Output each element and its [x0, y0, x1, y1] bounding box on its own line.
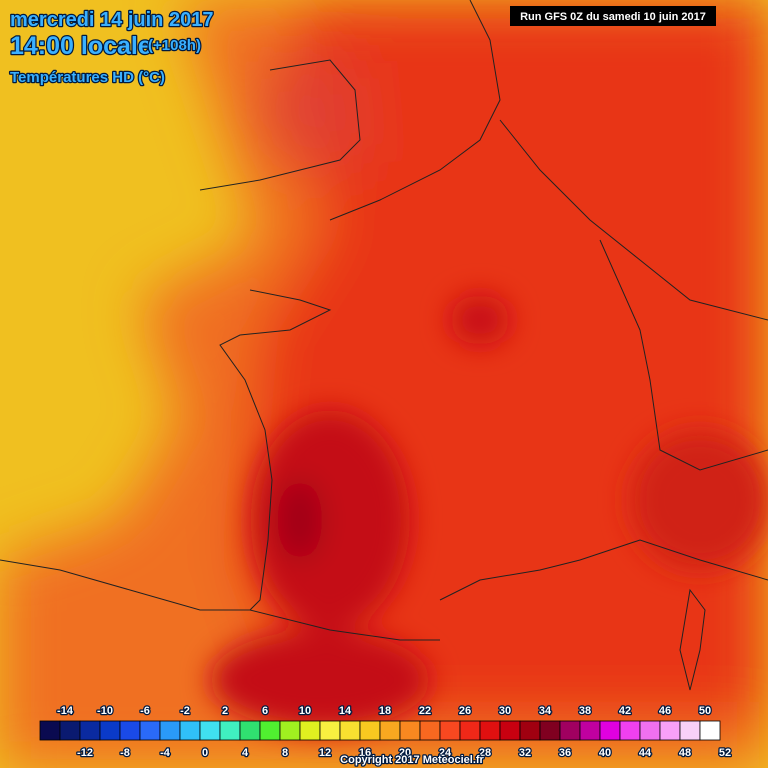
legend-swatch [479, 720, 501, 741]
forecast-date: mercredi 14 juin 2017 [10, 9, 213, 31]
legend-swatch [519, 720, 541, 741]
legend-swatch [459, 720, 481, 741]
coast [329, 0, 501, 221]
legend-label: 34 [539, 705, 552, 717]
very-hot-area [450, 295, 510, 345]
legend-swatch [419, 720, 441, 741]
legend-label: 48 [679, 747, 691, 759]
hot-area [630, 430, 768, 570]
border [249, 609, 440, 641]
legend-swatch [99, 720, 121, 741]
border [599, 239, 768, 471]
coastlines [0, 0, 768, 691]
legend-label: 36 [559, 747, 571, 759]
legend-label: 20 [399, 747, 411, 759]
legend-swatch [159, 720, 181, 741]
legend-swatch [379, 720, 401, 741]
legend-swatch [439, 720, 461, 741]
legend-swatch [339, 720, 361, 741]
legend-label: -2 [180, 705, 190, 717]
very-hot-area [210, 630, 430, 730]
legend-swatch [579, 720, 601, 741]
legend-label: 30 [499, 705, 511, 717]
legend-label: -14 [57, 705, 74, 717]
legend-swatch [179, 720, 201, 741]
legend-label: 2 [222, 705, 228, 717]
legend-swatch [139, 720, 161, 741]
legend-swatch [599, 720, 621, 741]
legend-swatch [699, 720, 721, 741]
legend-label: 40 [599, 747, 611, 759]
run-box [510, 6, 716, 26]
legend-swatch [259, 720, 281, 741]
legend-label: 6 [262, 705, 268, 717]
legend-label: 26 [459, 705, 471, 717]
border [499, 119, 768, 321]
copyright: Copyright 2017 Meteociel.fr [340, 754, 484, 766]
legend-swatch [299, 720, 321, 741]
legend-swatch [499, 720, 521, 741]
run-info: Run GFS 0Z du samedi 10 juin 2017 [520, 11, 706, 23]
legend-label: -12 [77, 747, 93, 759]
legend-swatch [319, 720, 341, 741]
legend-swatch [79, 720, 101, 741]
legend-label: 14 [339, 705, 352, 717]
legend-label: 24 [439, 747, 452, 759]
legend-label: 52 [719, 747, 731, 759]
legend-swatch [279, 720, 301, 741]
legend-label: 32 [519, 747, 531, 759]
legend-label: 38 [579, 705, 591, 717]
legend-label: 8 [282, 747, 288, 759]
legend-label: 12 [319, 747, 331, 759]
coast [219, 289, 332, 611]
forecast-time: 14:00 locale [10, 32, 152, 60]
legend-label: -6 [140, 705, 150, 717]
legend-label: 22 [419, 705, 431, 717]
legend-label: -4 [160, 747, 171, 759]
coast [0, 559, 250, 611]
legend-swatch [39, 720, 61, 741]
legend-label: 10 [299, 705, 311, 717]
legend-swatch [119, 720, 141, 741]
legend-label: 44 [639, 747, 652, 759]
legend-swatch [239, 720, 261, 741]
legend-label: 0 [202, 747, 208, 759]
legend-swatch [619, 720, 641, 741]
legend-label: -8 [120, 747, 130, 759]
legend-label: 50 [699, 705, 711, 717]
header: mercredi 14 juin 2017 14:00 locale (+108… [9, 6, 716, 87]
lead-time: (+108h) [148, 37, 201, 54]
legend-label: 28 [479, 747, 491, 759]
legend-swatch [639, 720, 661, 741]
legend-swatch [359, 720, 381, 741]
legend-swatch [659, 720, 681, 741]
england-area [260, 60, 370, 170]
legend-label: 16 [359, 747, 371, 759]
legend-label: 18 [379, 705, 391, 717]
hottest-area [278, 480, 322, 560]
legend-swatch [59, 720, 81, 741]
coast [439, 539, 768, 601]
legend-swatch [539, 720, 561, 741]
legend-swatch [679, 720, 701, 741]
very-hot-area [250, 410, 410, 630]
island [679, 588, 706, 691]
legend-swatch [199, 720, 221, 741]
legend-label: -10 [97, 705, 113, 717]
coast [199, 59, 361, 191]
legend: -14-12-10-8-6-4-202468101214161820222426… [39, 704, 732, 760]
legend-swatch [219, 720, 241, 741]
legend-label: 4 [242, 747, 249, 759]
field-name: Températures HD (°C) [10, 69, 165, 86]
legend-swatch [559, 720, 581, 741]
legend-label: 42 [619, 705, 631, 717]
legend-swatch [399, 720, 421, 741]
legend-label: 46 [659, 705, 671, 717]
